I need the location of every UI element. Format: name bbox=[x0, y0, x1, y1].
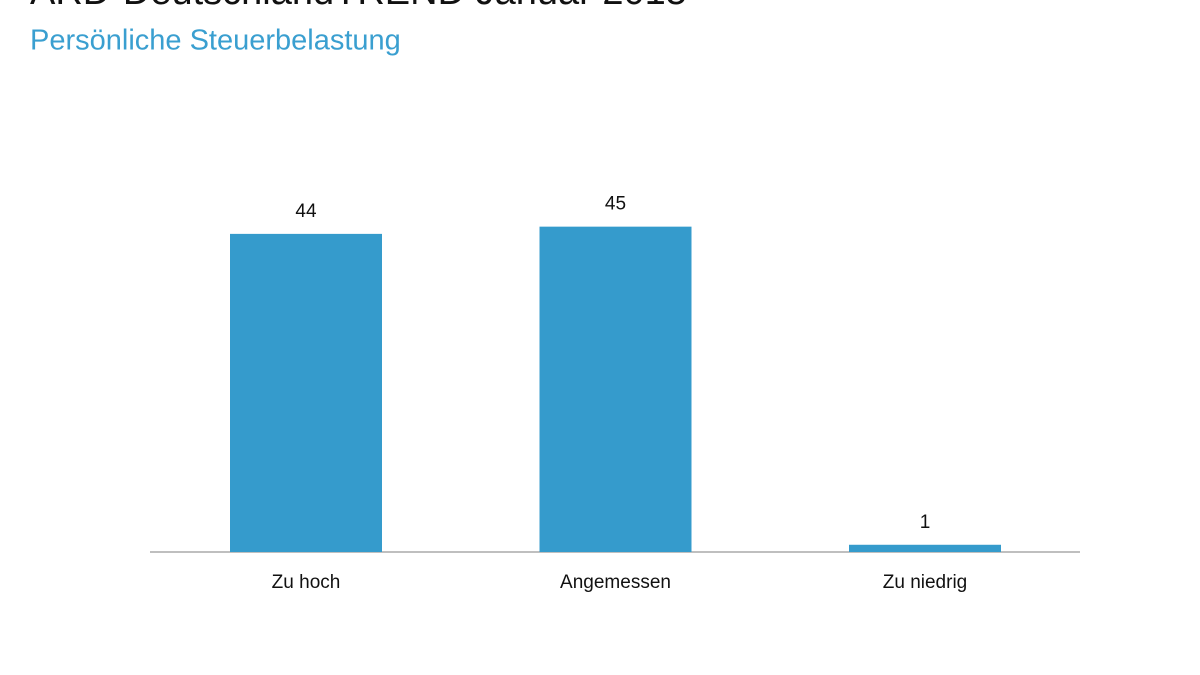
bar bbox=[849, 544, 1001, 552]
data-label: 1 bbox=[920, 512, 931, 533]
x-tick-label: Angemessen bbox=[560, 572, 671, 593]
data-label: 44 bbox=[295, 201, 317, 222]
bar bbox=[230, 233, 382, 552]
chart-title: ARD-DeutschlandTREND Januar 2015 bbox=[30, 0, 687, 13]
x-tick-label: Zu hoch bbox=[272, 572, 341, 593]
x-tick-label: Zu niedrig bbox=[883, 572, 968, 593]
bar bbox=[539, 226, 692, 552]
data-label: 45 bbox=[605, 194, 626, 215]
chart-subtitle: Persönliche Steuerbelastung bbox=[30, 25, 401, 57]
